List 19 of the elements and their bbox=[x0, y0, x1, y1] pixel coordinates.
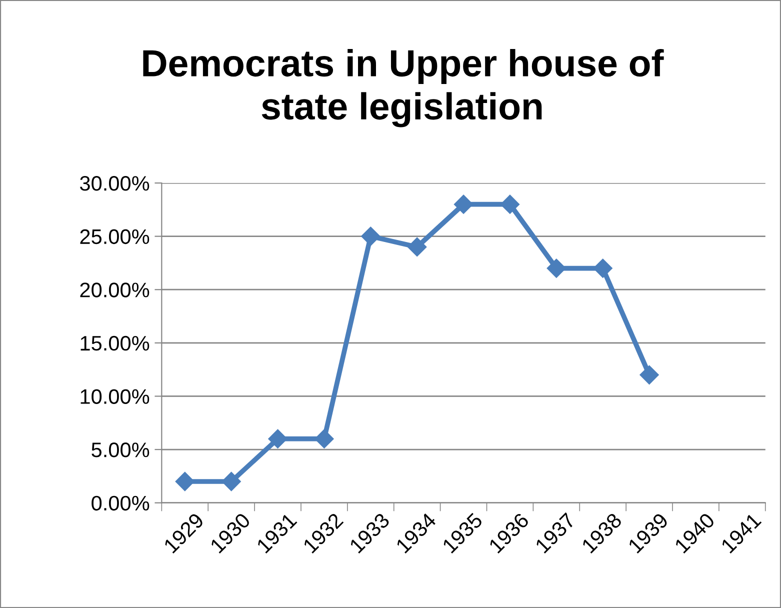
point bbox=[640, 365, 659, 384]
point bbox=[546, 258, 566, 278]
point bbox=[222, 472, 241, 492]
point bbox=[454, 194, 474, 214]
y-tick-label: 10.00% bbox=[80, 389, 150, 404]
y-tick-label: 0.00% bbox=[92, 496, 150, 511]
y-tick-label: 20.00% bbox=[80, 282, 150, 298]
point bbox=[175, 472, 194, 492]
y-tick-label: 25.00% bbox=[80, 229, 150, 244]
point bbox=[268, 429, 288, 448]
y-tick-label: 30.00% bbox=[80, 176, 150, 191]
point bbox=[314, 429, 334, 448]
chart-title: Democrats in Upper house of state legislation bbox=[143, 49, 664, 128]
point bbox=[408, 237, 427, 257]
point bbox=[593, 258, 612, 278]
y-tick-label: 5.00% bbox=[92, 442, 150, 458]
point bbox=[361, 226, 380, 246]
y-tick-label: 15.00% bbox=[80, 336, 150, 351]
point bbox=[500, 194, 520, 214]
